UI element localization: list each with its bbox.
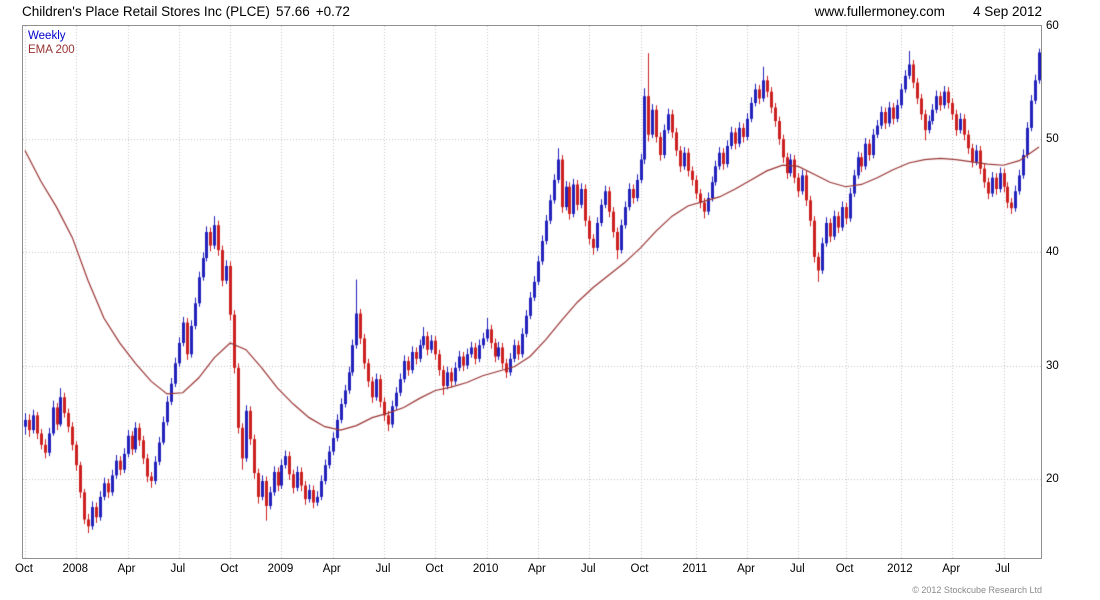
page-title: Children's Place Retail Stores Inc (PLCE… [22,4,350,19]
x-axis-label: Oct [220,563,239,575]
x-axis-label: Apr [527,563,546,575]
last-price: 57.66 [275,4,310,19]
legend-ema-label: EMA 200 [28,44,75,56]
x-axis-label: 2010 [472,563,499,575]
x-axis-label: Oct [15,563,33,575]
price-chart-canvas [23,26,1041,558]
price-change: +0.72 [315,4,350,19]
x-axis-label: Jul [375,563,391,575]
x-axis-label: Jul [170,563,186,575]
copyright-text: © 2012 Stockcube Research Ltd [912,585,1042,595]
x-axis-label: Jul [580,563,596,575]
x-axis-label: 2011 [682,563,708,575]
instrument-name: Children's Place Retail Stores Inc (PLCE… [22,4,270,19]
x-axis-label: Apr [117,563,136,575]
x-axis-label: Apr [942,563,961,575]
y-axis-label: 50 [1046,133,1059,146]
website-link[interactable]: www.fullermoney.com [814,4,945,19]
x-axis-label: Jul [995,563,1010,575]
x-axis-label: Jul [789,563,805,575]
chart-date: 4 Sep 2012 [972,4,1042,19]
x-axis-label: Apr [737,563,755,575]
x-axis-label: Oct [425,563,444,575]
header-right: www.fullermoney.com 4 Sep 2012 [815,4,1042,19]
x-axis-label: Apr [322,563,341,575]
legend-weekly-label: Weekly [28,30,66,42]
x-axis-label: Oct [630,563,649,575]
plot-area: Weekly EMA 200 [22,25,1042,559]
y-axis-label: 60 [1046,20,1059,32]
x-axis-label: 2009 [267,563,294,575]
y-axis-label: 30 [1046,359,1059,372]
x-axis-label: 2012 [887,563,913,575]
x-axis-label: Oct [835,563,854,575]
chart-legend: Weekly EMA 200 [28,29,75,57]
x-axis-label: 2008 [62,563,89,575]
y-axis-label: 40 [1046,246,1059,259]
y-axis-label: 20 [1046,472,1059,485]
